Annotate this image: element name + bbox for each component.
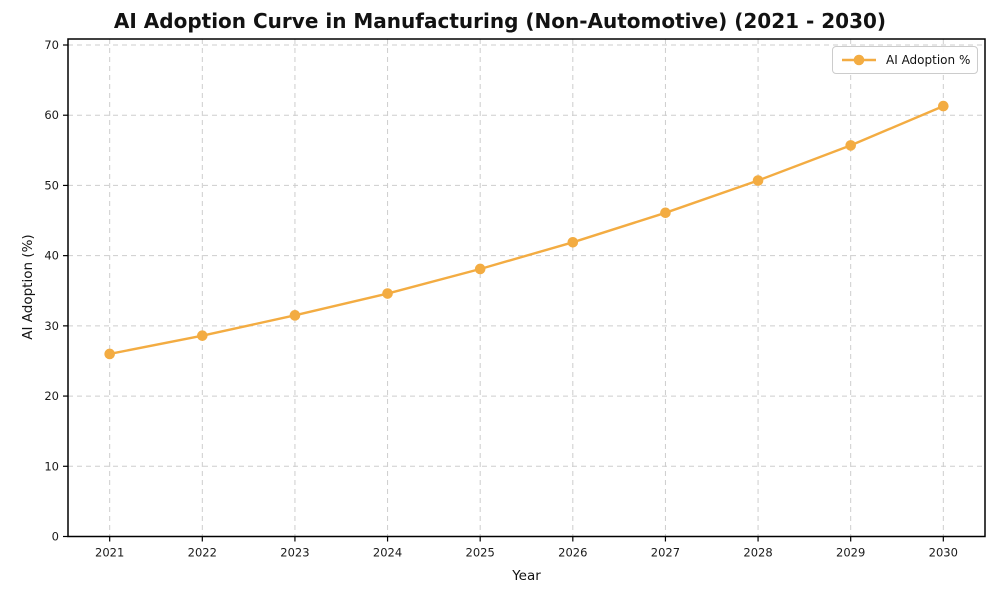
x-tick-label: 2029 [836,546,865,560]
y-tick-label: 60 [44,108,59,122]
y-tick-label: 30 [44,319,59,333]
series-line [108,104,945,356]
y-tick-label: 10 [44,459,59,473]
x-tick-label: 2030 [929,546,958,560]
x-tick-label: 2021 [95,546,124,560]
data-point-marker [845,140,856,151]
chart-title: AI Adoption Curve in Manufacturing (Non-… [113,9,887,33]
data-point-marker [289,310,301,321]
y-tick-label: 20 [44,389,59,403]
x-tick-label: 2027 [651,546,680,560]
data-point-marker [474,263,486,275]
y-axis-label: AI Adoption (%) [20,234,36,340]
x-tick-label: 2025 [466,546,495,560]
y-tick-label: 70 [44,38,59,52]
y-tick-label: 40 [44,249,59,263]
x-tick-label: 2023 [280,546,309,560]
x-axis-label: Year [512,568,541,584]
data-point-marker [197,330,208,341]
data-point-marker [104,348,115,360]
data-point-marker [567,237,579,248]
legend-marker-icon [842,54,876,66]
data-point-marker [660,207,671,219]
data-point-marker [938,100,949,112]
legend: AI Adoption % [832,46,978,74]
data-point-marker [752,175,764,186]
x-tick-label: 2026 [558,546,587,560]
data-point-marker [382,288,393,299]
x-tick-label: 2022 [188,546,217,560]
y-tick-label: 50 [44,178,59,192]
y-tick-label: 0 [52,530,59,544]
axes-frame [67,38,986,538]
x-tick-label: 2024 [373,546,402,560]
legend-entry-label: AI Adoption % [886,53,971,67]
x-tick-label: 2028 [743,546,772,560]
